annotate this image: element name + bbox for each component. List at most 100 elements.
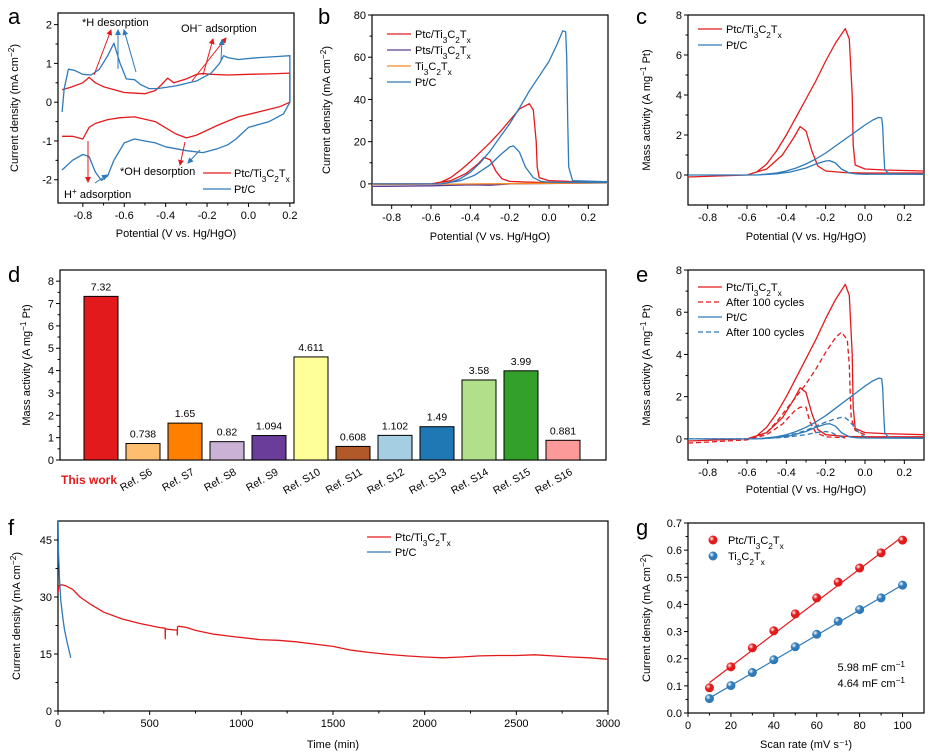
x-axis-label: Potential (V vs. Hg/HgO) [746,484,866,496]
text-span: 3 [262,175,267,184]
text-span: 4.64 mF cm [838,678,896,690]
x-tick-label: 0.2 [897,212,912,224]
text-span: −2 [9,555,18,565]
text-span: After 100 cycles [726,297,805,309]
legend-label: Pt/C [234,184,255,196]
text-span: 3 [423,539,428,548]
text-span: − [198,21,203,30]
annotation-arrow [178,141,186,166]
text-span: adsorption [202,23,256,35]
text-span: T [460,45,467,57]
text-span: x [778,31,783,40]
series-line-0 [61,72,291,140]
x-tick-label: 0 [55,718,61,730]
y-tick-label: 0.0 [667,708,682,720]
legend-label: Ptc/Ti3C2Tx [395,532,452,548]
text-span: OH [181,23,198,35]
bar [209,441,245,461]
bar-value-label: 7.32 [91,281,112,293]
scatter-point [855,563,865,573]
annotation-label: OH− adsorption [181,21,257,36]
x-tick-label: -0.4 [156,210,175,222]
category-label: Ref. S14 [449,466,491,497]
panel-g: g 0.0 0.1 0.2 0.3 0.4 0.5 0.6 0.7 0 20 40 60 80 100 Sca… [636,515,925,751]
text-span: 2 [768,542,773,551]
category-label: Ref. S10 [281,466,323,497]
legend-label: Ptc/Ti3C2Tx [234,168,291,184]
plot-frame [57,520,609,712]
annotation-arrow [93,29,113,76]
text-span: −2 [7,47,16,57]
plot-frame [687,14,925,206]
series-line-0 [688,283,924,442]
text-span: T [440,532,447,544]
scatter-point [812,629,822,639]
x-tick-label: 0.0 [857,467,872,479]
text-span: ) [9,44,21,48]
panel-d: d 0 1 2 3 4 5 6 7 8 Mass activity (A mg−1 Pt) 7.32 T… [8,262,607,497]
text-span: C [266,168,274,180]
y-tick-label: 8 [676,265,682,277]
panel-letter: c [636,4,647,29]
y-axis-label: Current density (mA cm−2) [7,44,22,172]
fit-line [709,536,903,684]
bar [125,443,161,461]
annotation-arrow [202,38,215,76]
text-span: Current density (mA cm [641,567,653,682]
category-label: Ref. S8 [202,466,238,494]
y-tick-label: 1 [48,433,54,445]
text-span: 2 [766,289,771,298]
y-tick-label: 2 [46,20,52,32]
y-tick-label: 80 [354,10,366,22]
x-tick-label: 0 [685,720,691,732]
text-span: T [773,535,780,547]
text-span: C [447,29,455,41]
series-line-3 [688,416,866,440]
panel-letter: f [8,515,15,540]
series-line-1 [61,42,291,182]
category-label: Ref. S9 [244,466,280,494]
plot-frame [57,12,295,204]
scatter-point [704,694,714,704]
bar [251,435,287,461]
text-span: 3 [754,31,759,40]
panel-letter: a [8,4,21,29]
text-span: + [72,187,77,196]
text-span: Ptc/Ti [726,282,754,294]
x-tick-label: -0.2 [816,212,835,224]
y-tick-label: 0.3 [667,627,682,639]
y-tick-label: 8 [48,276,54,288]
x-tick-label: 0.0 [241,210,256,222]
text-span: x [780,542,785,551]
text-span: Pt/C [415,77,436,89]
text-span: Pt/C [234,184,255,196]
text-span: Pt) [641,49,653,66]
y-tick-label: 0.1 [667,681,682,693]
text-span: x [448,68,453,77]
y-tick-label: -2 [42,175,52,187]
y-tick-label: 0 [48,455,54,467]
scatter-point [812,593,822,603]
plot-frame [371,14,609,206]
x-tick-label: -0.6 [738,467,757,479]
x-tick-label: -0.4 [777,467,796,479]
x-tick-label: -0.2 [198,210,217,222]
text-span: −1 [639,66,648,76]
capacitance-label: 5.98 mF cm−1 [838,660,906,675]
scatter-point [790,609,800,619]
text-span: −1 [896,660,906,669]
y-tick-label: 6 [48,321,54,333]
text-span: Ptc/Ti [395,532,423,544]
y-axis-label: Mass activity (A mg−1 Pt) [639,49,654,170]
x-tick-label: -0.6 [422,212,441,224]
text-span: T [771,24,778,36]
x-tick-label: 0.0 [857,212,872,224]
legend-marker [708,535,718,545]
y-tick-label: 40 [354,94,366,106]
y-tick-label: 1 [46,58,52,70]
text-span: 3 [443,52,448,61]
legend-label: Pt/C [726,40,747,52]
y-axis-label: Current density (mA cm−2) [9,552,24,680]
text-span: 3 [424,68,429,77]
